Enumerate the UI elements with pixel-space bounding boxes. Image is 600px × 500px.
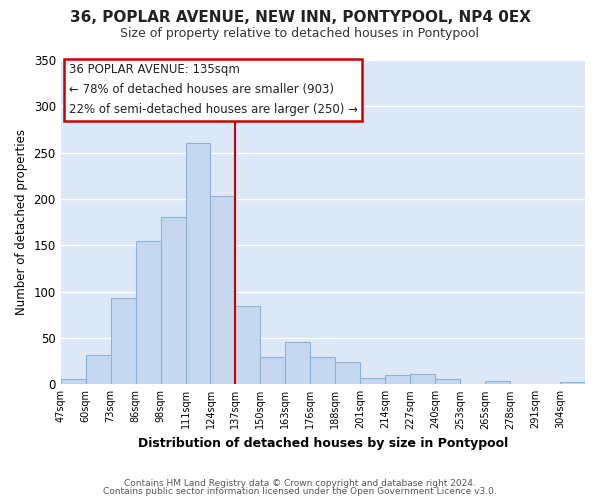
- Bar: [286, 342, 310, 384]
- Y-axis label: Number of detached properties: Number of detached properties: [15, 129, 28, 315]
- Text: Contains public sector information licensed under the Open Government Licence v3: Contains public sector information licen…: [103, 487, 497, 496]
- Bar: [485, 380, 510, 384]
- Bar: [110, 298, 136, 384]
- Bar: [211, 196, 235, 384]
- Bar: [185, 144, 211, 384]
- Bar: [161, 216, 185, 384]
- Bar: [335, 362, 360, 384]
- Bar: [260, 358, 286, 384]
- Bar: [61, 378, 86, 384]
- Bar: [86, 354, 110, 384]
- Text: 36 POPLAR AVENUE: 135sqm
← 78% of detached houses are smaller (903)
22% of semi-: 36 POPLAR AVENUE: 135sqm ← 78% of detach…: [68, 63, 358, 116]
- Text: Contains HM Land Registry data © Crown copyright and database right 2024.: Contains HM Land Registry data © Crown c…: [124, 478, 476, 488]
- Bar: [385, 375, 410, 384]
- Bar: [435, 378, 460, 384]
- Text: 36, POPLAR AVENUE, NEW INN, PONTYPOOL, NP4 0EX: 36, POPLAR AVENUE, NEW INN, PONTYPOOL, N…: [70, 10, 530, 25]
- Bar: [136, 240, 161, 384]
- X-axis label: Distribution of detached houses by size in Pontypool: Distribution of detached houses by size …: [138, 437, 508, 450]
- Bar: [360, 378, 385, 384]
- Bar: [410, 374, 435, 384]
- Bar: [310, 358, 335, 384]
- Bar: [235, 306, 260, 384]
- Bar: [560, 382, 585, 384]
- Text: Size of property relative to detached houses in Pontypool: Size of property relative to detached ho…: [121, 28, 479, 40]
